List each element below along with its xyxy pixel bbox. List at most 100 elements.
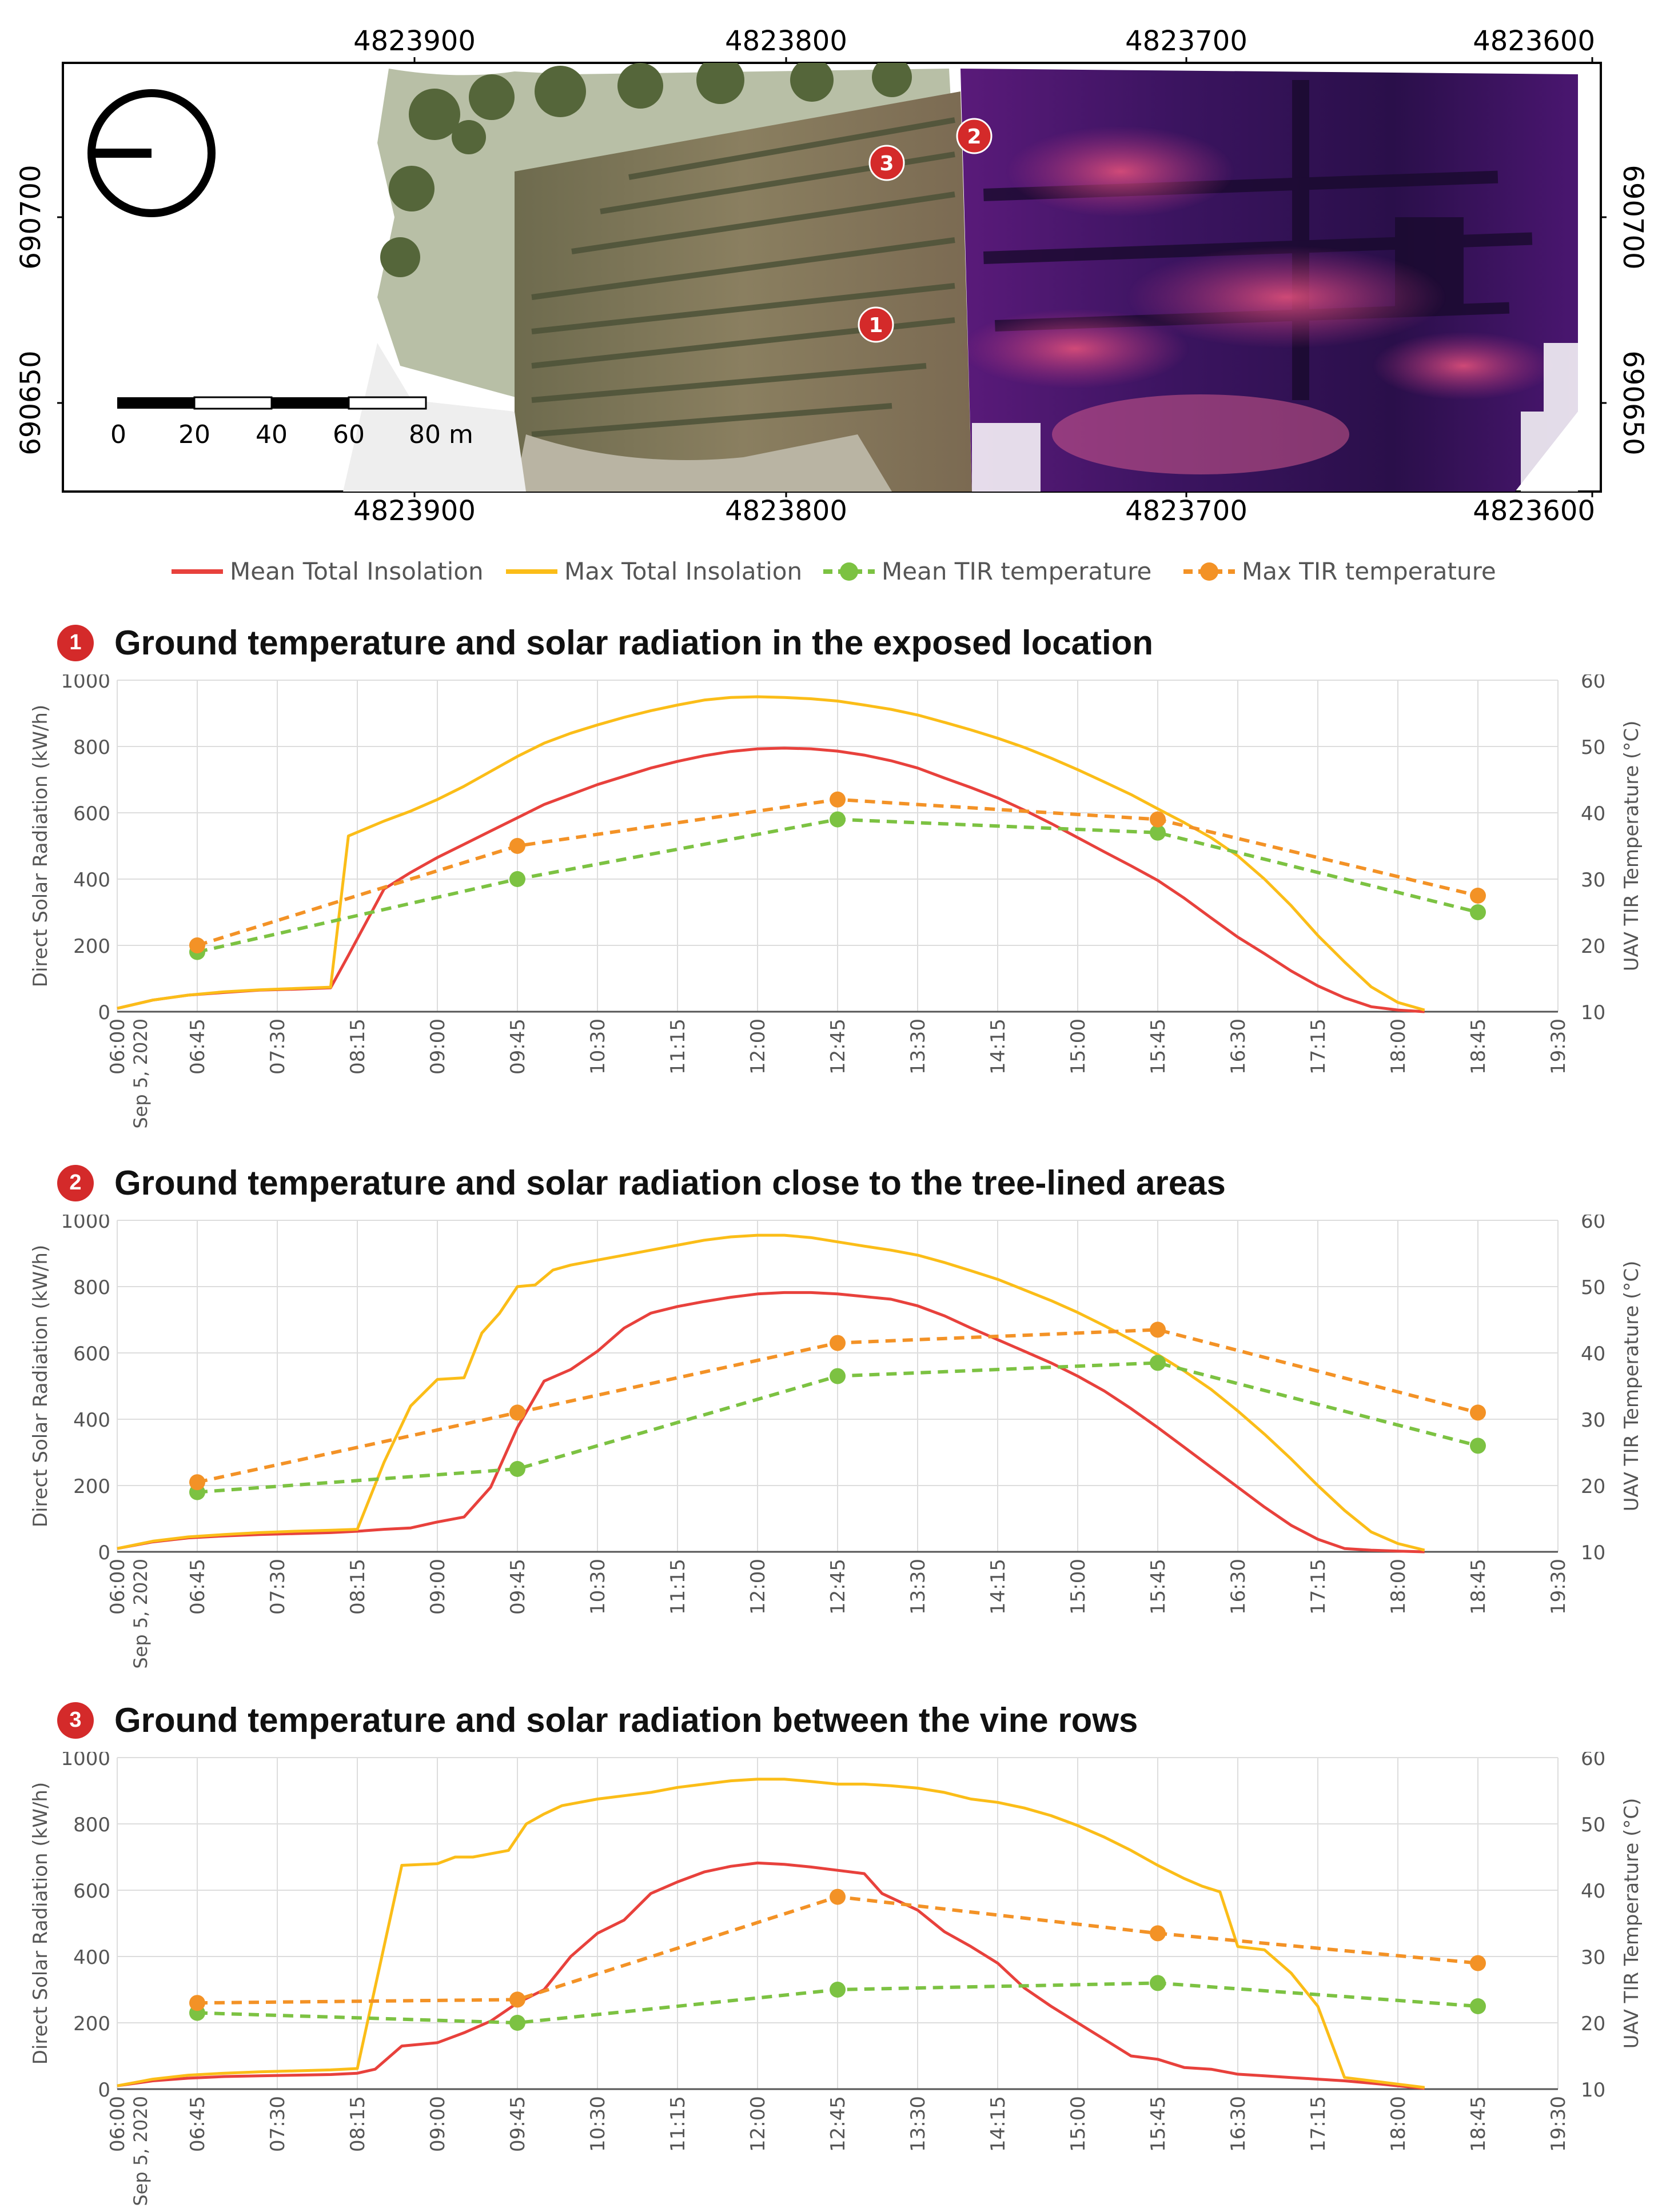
data-point-max-tir-temperature <box>1470 888 1486 904</box>
scale-bar: 0 20 40 60 80 m <box>110 396 473 449</box>
y-axis-title: Direct Solar Radiation (kW/h) <box>29 1782 52 2065</box>
x-tick-label: 11:15 <box>667 1019 689 1075</box>
map-bottom-tick: 4823900 <box>353 495 476 527</box>
y-tick-label: 1000 <box>61 1752 110 1770</box>
x-tick-label: 18:45 <box>1467 1559 1490 1615</box>
svg-text:Mean Total Insolation: Mean Total Insolation <box>230 557 484 585</box>
chart-1-marker: 1 <box>57 624 94 661</box>
y-tick-label: 600 <box>73 802 110 825</box>
gridlines <box>117 1220 1559 1552</box>
chart-3-title-text: Ground temperature and solar radiation b… <box>114 1701 1138 1739</box>
y-tick-label: 0 <box>98 2079 110 2102</box>
data-point-mean-tir-temperature <box>1470 1438 1486 1454</box>
y-tick-label: 0 <box>98 1542 110 1564</box>
svg-text:2: 2 <box>967 125 981 149</box>
orthophoto-map: 0 20 40 60 80 m 1 2 3 482390 <box>0 0 1658 543</box>
data-point-mean-tir-temperature <box>830 1368 846 1384</box>
x-tick-label: 15:00 <box>1067 1559 1090 1615</box>
y-axis-title: Direct Solar Radiation (kW/h) <box>29 1245 52 1527</box>
x-tick-label: 09:00 <box>427 2096 449 2152</box>
y2-tick-label: 40 <box>1581 1343 1605 1365</box>
chart-1: 0 200 400 600 800 1000 10 20 30 40 50 60 06:00 06:45 0… <box>29 674 1643 1129</box>
x-date-label: Sep 5, 2020 <box>130 1559 152 1669</box>
series-line-mean-total-insolation <box>117 1291 1425 1554</box>
y-tick-label: 200 <box>73 1475 110 1498</box>
y-tick-label: 400 <box>73 869 110 892</box>
x-tick-label: 06:00 <box>106 2096 129 2152</box>
data-point-max-tir-temperature <box>1150 811 1166 828</box>
data-point-mean-tir-temperature <box>1150 824 1166 841</box>
chart-2-marker: 2 <box>57 1164 94 1201</box>
x-tick-label: 06:45 <box>186 1559 209 1615</box>
chart-2-title: 2 Ground temperature and solar radiation… <box>57 1163 1226 1203</box>
chart-2-title-text: Ground temperature and solar radiation c… <box>114 1164 1226 1202</box>
data-point-max-tir-temperature <box>189 1995 205 2011</box>
chart-legend: Mean Total Insolation Max Total Insolati… <box>172 557 1496 585</box>
x-tick-label: 13:30 <box>907 1019 930 1075</box>
x-tick-label: 07:30 <box>266 2096 289 2152</box>
map-top-tick: 4823900 <box>353 25 476 57</box>
x-tick-label: 08:15 <box>346 1019 369 1075</box>
data-point-max-tir-temperature <box>830 1888 846 1905</box>
y-tick-label: 400 <box>73 1409 110 1432</box>
scale-label-20: 20 <box>178 420 210 449</box>
x-tick-label: 14:15 <box>987 1559 1010 1615</box>
x-tick-label: 09:45 <box>507 1019 529 1075</box>
y2-tick-label: 30 <box>1581 1409 1605 1432</box>
x-tick-label: 12:00 <box>747 2096 770 2152</box>
x-tick-label: 18:00 <box>1387 2096 1410 2152</box>
x-tick-label: 06:45 <box>186 1019 209 1075</box>
y2-tick-label: 20 <box>1581 935 1605 958</box>
chart-2: 0 200 400 600 800 1000 10 20 30 40 50 60 06:00 06:45 0… <box>29 1215 1643 1669</box>
y-tick-label: 800 <box>73 1814 110 1836</box>
y2-axis-title: UAV TIR Temperature (°C) <box>1620 1261 1643 1512</box>
data-point-max-tir-temperature <box>509 1991 525 2008</box>
x-tick-label: 12:00 <box>747 1019 770 1075</box>
map-top-tick: 4823800 <box>725 25 847 57</box>
x-date-label: Sep 5, 2020 <box>130 2096 152 2206</box>
data-point-mean-tir-temperature <box>830 811 846 828</box>
x-tick-label: 19:30 <box>1547 1019 1570 1075</box>
y2-tick-label: 10 <box>1581 1542 1605 1564</box>
x-tick-label: 09:00 <box>427 1019 449 1075</box>
y2-tick-label: 40 <box>1581 802 1605 825</box>
x-tick-label: 19:30 <box>1547 1559 1570 1615</box>
x-tick-label: 14:15 <box>987 1019 1010 1075</box>
series-line-mean-total-insolation <box>117 1861 1425 2090</box>
x-tick-label: 15:00 <box>1067 2096 1090 2152</box>
svg-text:3: 3 <box>879 152 894 175</box>
y2-tick-label: 60 <box>1581 1215 1605 1233</box>
svg-text:1: 1 <box>868 314 883 337</box>
x-tick-label: 12:45 <box>827 1019 850 1075</box>
x-tick-label: 11:15 <box>667 2096 689 2152</box>
x-tick-label: 06:00 <box>106 1019 129 1075</box>
svg-text:Max TIR temperature: Max TIR temperature <box>1242 557 1496 585</box>
legend-item-mean-tir: Mean TIR temperature <box>823 557 1151 585</box>
data-point-mean-tir-temperature <box>509 871 525 887</box>
y2-tick-label: 60 <box>1581 1752 1605 1770</box>
y2-tick-label: 20 <box>1581 2013 1605 2035</box>
x-date-label: Sep 5, 2020 <box>130 1019 152 1129</box>
data-point-max-tir-temperature <box>830 1335 846 1351</box>
data-point-mean-tir-temperature <box>509 2015 525 2031</box>
y2-tick-label: 50 <box>1581 736 1605 759</box>
legend-item-max-tir: Max TIR temperature <box>1183 557 1496 585</box>
chart-1-title-text: Ground temperature and solar radiation i… <box>114 624 1153 662</box>
y-tick-label: 0 <box>98 1001 110 1024</box>
x-tick-label: 11:15 <box>667 1559 689 1615</box>
x-tick-label: 18:45 <box>1467 1019 1490 1075</box>
x-tick-label: 08:15 <box>346 2096 369 2152</box>
scale-label-80: 80 m <box>409 420 473 449</box>
y-tick-label: 800 <box>73 736 110 759</box>
map-right-tick: 690700 <box>1617 165 1649 269</box>
scale-label-0: 0 <box>110 420 126 449</box>
x-tick-label: 18:45 <box>1467 2096 1490 2152</box>
data-point-mean-tir-temperature <box>1470 904 1486 920</box>
x-tick-label: 07:30 <box>266 1559 289 1615</box>
y2-tick-label: 60 <box>1581 674 1605 693</box>
y-tick-label: 400 <box>73 1946 110 1969</box>
y2-tick-label: 50 <box>1581 1276 1605 1299</box>
map-top-tick: 4823700 <box>1125 25 1248 57</box>
x-tick-label: 13:30 <box>907 2096 930 2152</box>
x-tick-label: 09:00 <box>427 1559 449 1615</box>
